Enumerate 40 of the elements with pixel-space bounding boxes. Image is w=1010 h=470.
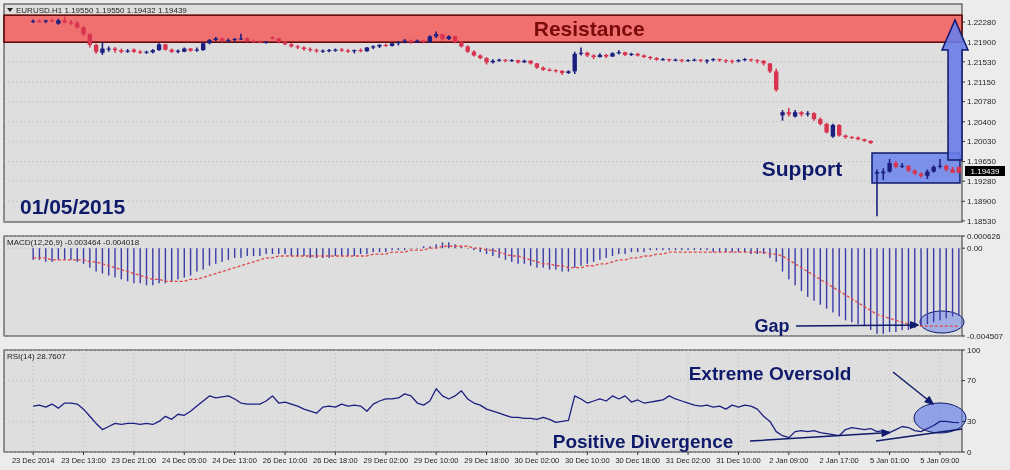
annotation: Extreme Oversold [688,363,852,384]
candlestick [345,48,351,54]
candlestick [138,49,143,55]
chart-title: EURUSD.H1 1.19550 1.19550 1.19432 1.19439 [16,6,188,15]
y-tick-label: 1.20780 [967,97,997,107]
annotation: Support [761,157,843,180]
y-tick-label: 0 [967,447,972,457]
chart-title: RSI(14) 28.7607 [7,352,67,361]
candlestick [509,58,514,63]
y-tick-label: -0.004507 [967,331,1004,341]
candlestick [106,45,111,53]
y-tick-label: 30 [967,417,977,427]
chart-title: MACD(12,26,9) -0.003464 -0.004018 [7,238,140,247]
y-tick-label: 1.18900 [967,197,997,207]
y-tick-label: 1.21150 [967,77,996,87]
y-tick-label: 1.18530 [967,216,997,226]
band-label: Resistance [533,17,645,41]
candlestick [774,67,779,93]
y-tick-label: 1.21530 [967,57,997,67]
candlestick [685,58,691,63]
y-tick-label: 1.22280 [967,17,997,27]
candlestick [660,57,666,62]
y-tick-label: 0.000626 [967,231,1001,241]
y-tick-label: 1.20400 [967,117,997,127]
candlestick [238,32,244,41]
candlestick [874,168,880,217]
annotation: Gap [754,316,790,336]
y-tick-label: 1.19280 [967,176,997,186]
y-tick-label: 100 [967,345,981,355]
candlestick [723,58,729,64]
y-tick-label: 0.00 [967,244,984,253]
y-tick-label: 1.19650 [967,157,997,167]
y-tick-label: 70 [967,376,977,386]
candlestick [849,135,854,140]
annotation: Positive Divergence [552,431,734,452]
y-tick-label: 1.20030 [967,137,997,147]
annotation: 01/05/2015 [20,195,126,218]
y-tick-label: 1.21900 [967,37,997,47]
text: 1.19439 [970,166,1001,176]
candlestick [263,40,269,45]
